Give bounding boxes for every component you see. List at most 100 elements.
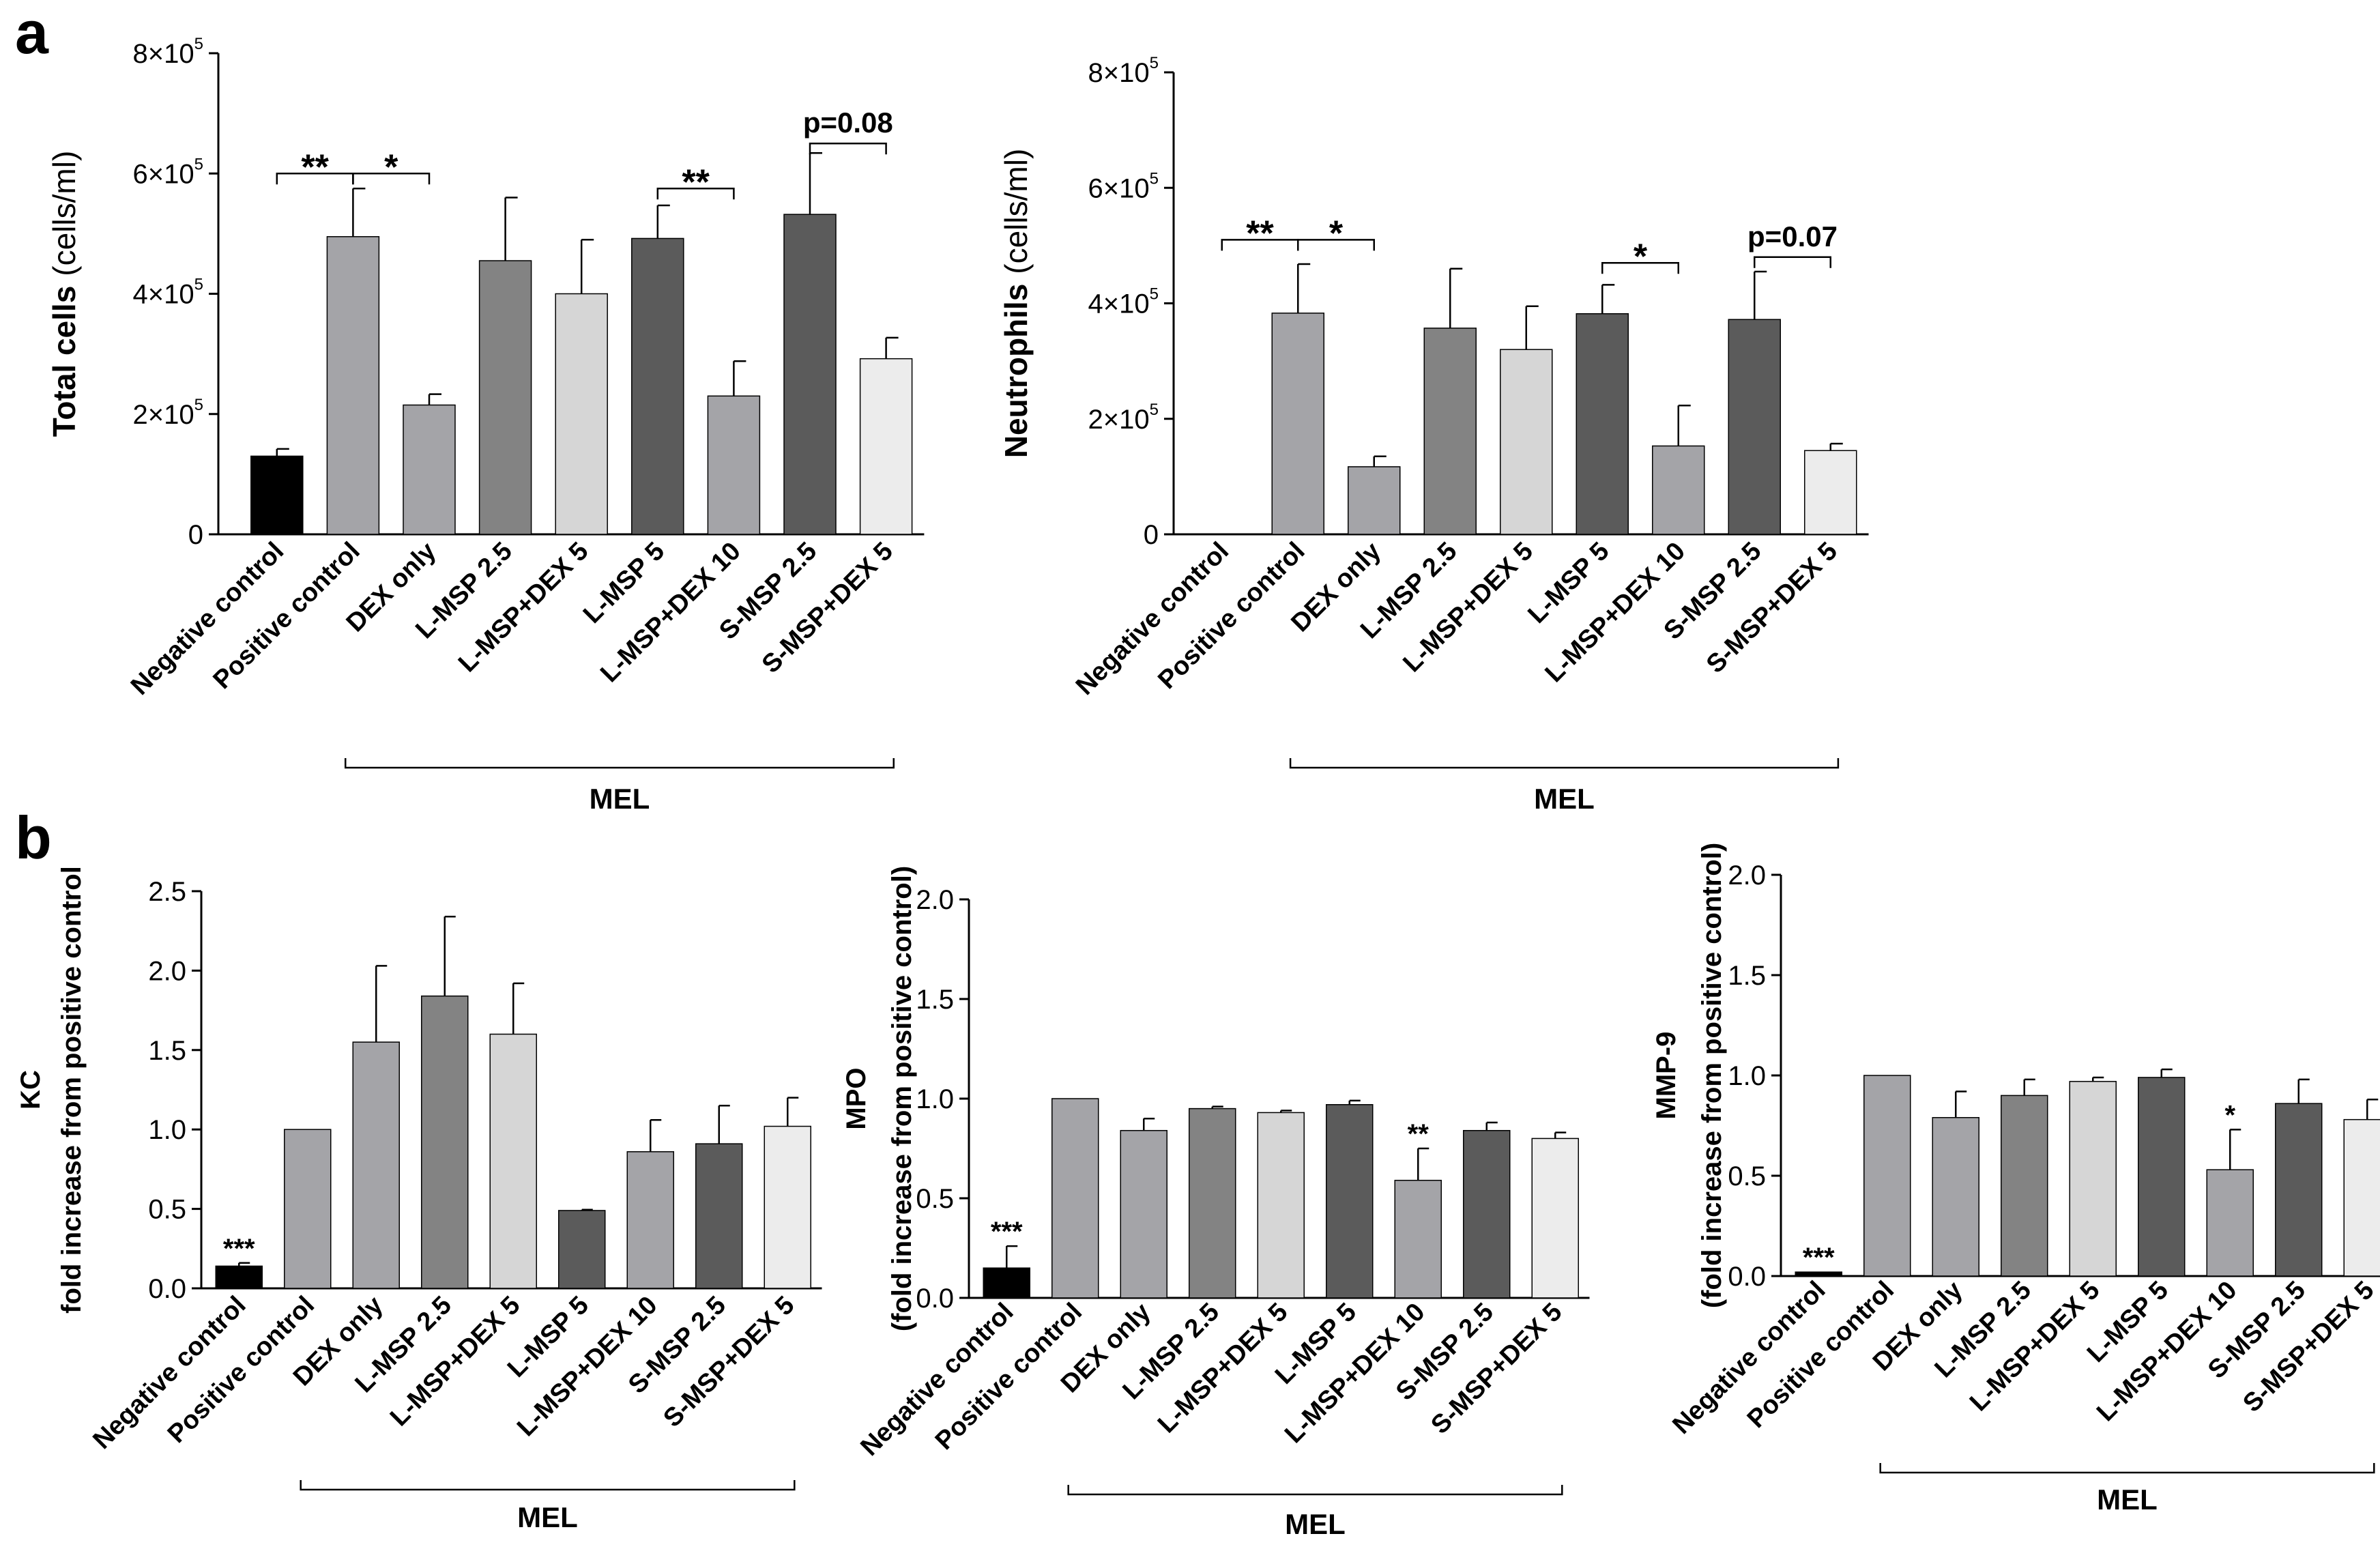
y-tick-label: 8×105 [1088, 54, 1159, 88]
panel-letter-b: b [15, 804, 52, 871]
y-tick-label: 2×105 [133, 396, 203, 430]
y-tick-label-text: 6×10 [133, 159, 194, 189]
panel-letter-a: a [15, 0, 49, 66]
bar [1863, 1075, 1911, 1277]
significance-mark: *** [1803, 1243, 1835, 1273]
bar [2001, 1095, 2048, 1277]
y-tick-label: 1.0 [148, 1115, 186, 1145]
y-tick-label-text: 0.5 [916, 1184, 954, 1214]
bar [478, 260, 532, 535]
significance-bracket [1754, 256, 1831, 268]
y-tick-label: 1.5 [916, 985, 954, 1015]
significance-mark: *** [223, 1234, 255, 1264]
y-tick-label-text: 4×10 [133, 280, 194, 310]
bar [250, 455, 304, 535]
y-axis-title-unit: (cells/ml) [998, 149, 1034, 274]
y-tick-label: 0 [188, 520, 203, 550]
significance-mark: *** [991, 1217, 1023, 1247]
category-label: L-MSP+DEX 5 [1397, 537, 1539, 678]
group-label: MEL [1285, 1508, 1346, 1540]
y-tick-label-text: 2.0 [1728, 860, 1766, 891]
y-tick-label: 2.5 [148, 877, 186, 907]
y-tick-label: 0.5 [916, 1184, 954, 1214]
bar [1423, 328, 1477, 535]
y-axis-title-main: Neutrophils [998, 284, 1034, 459]
group-bracket [1067, 1485, 1563, 1496]
bar [1531, 1138, 1579, 1299]
bar [2275, 1103, 2323, 1277]
significance-label: ** [301, 147, 329, 187]
y-tick-label-text: 2×10 [133, 400, 194, 430]
y-tick-label-text: 1.0 [148, 1115, 186, 1145]
bar [1189, 1108, 1236, 1299]
bar [1500, 349, 1553, 535]
group-bracket [1289, 758, 1840, 769]
y-tick-label: 2.0 [1728, 860, 1766, 891]
bar [421, 995, 469, 1289]
y-tick-label: 1.0 [1728, 1061, 1766, 1091]
y-axis-title: MMP-9 [1651, 1032, 1681, 1120]
bar [626, 1151, 674, 1289]
y-tick-label-exponent: 5 [1150, 285, 1159, 304]
y-tick-label-text: 0.5 [1728, 1161, 1766, 1191]
y-tick-label-exponent: 5 [1150, 401, 1159, 419]
group-label: MEL [590, 783, 650, 815]
bar [1394, 1179, 1442, 1299]
bar [1728, 319, 1781, 535]
significance-bracket [656, 188, 735, 200]
y-tick-label: 1.5 [1728, 961, 1766, 991]
significance-label: p=0.07 [1747, 220, 1838, 252]
bar [1576, 313, 1629, 535]
y-tick-label-text: 0.0 [148, 1274, 186, 1304]
y-axis-title: KC [16, 1070, 46, 1110]
y-axis-title: Neutrophils (cells/ml) [998, 149, 1034, 459]
y-axis-title-unit: (cells/ml) [46, 151, 82, 276]
bar [1463, 1129, 1511, 1299]
group-label: MEL [517, 1501, 578, 1533]
significance-label: * [384, 147, 398, 187]
y-tick-label-exponent: 5 [194, 155, 203, 173]
category-label: L-MSP+DEX 10 [595, 537, 746, 689]
y-tick-label-text: 0 [188, 520, 203, 550]
y-tick-label: 8×105 [133, 35, 203, 69]
bar [1195, 533, 1249, 535]
y-tick-label-text: 8×10 [1088, 58, 1150, 88]
y-tick-label-text: 0 [1144, 520, 1159, 550]
y-tick-label-text: 0.0 [916, 1284, 954, 1314]
y-tick-label-exponent: 5 [194, 396, 203, 414]
significance-bracket [1297, 239, 1375, 251]
y-tick-label-text: 2.0 [148, 956, 186, 986]
y-axis-subtitle: (fold increase from positive control) [887, 866, 917, 1331]
y-tick-label: 0.5 [1728, 1161, 1766, 1191]
y-tick-label-exponent: 5 [1150, 169, 1159, 188]
y-tick-label-exponent: 5 [194, 35, 203, 53]
bar [859, 358, 913, 535]
y-tick-label: 0.5 [148, 1195, 186, 1225]
bar [2069, 1081, 2117, 1277]
y-tick-label-exponent: 5 [194, 276, 203, 294]
y-tick-label-text: 0.0 [1728, 1262, 1766, 1292]
significance-label: p=0.08 [803, 106, 893, 139]
y-tick-label-text: 1.0 [1728, 1061, 1766, 1091]
bar [983, 1267, 1030, 1299]
category-label: S-MSP+DEX 5 [757, 537, 899, 679]
bar [489, 1033, 537, 1289]
y-tick-label-text: 2.0 [916, 885, 954, 915]
y-axis-title: MPO [841, 1067, 871, 1129]
y-tick-label: 6×105 [1088, 169, 1159, 203]
bar [558, 1210, 606, 1289]
y-axis-title: Total cells (cells/ml) [46, 151, 82, 437]
y-tick-label-text: 4×10 [1088, 289, 1150, 319]
group-label: MEL [1534, 783, 1595, 815]
y-tick-label-exponent: 5 [1150, 54, 1159, 72]
significance-label: ** [1246, 214, 1274, 253]
bar [764, 1125, 811, 1289]
significance-bracket [1601, 262, 1679, 274]
bar [1804, 450, 1857, 535]
